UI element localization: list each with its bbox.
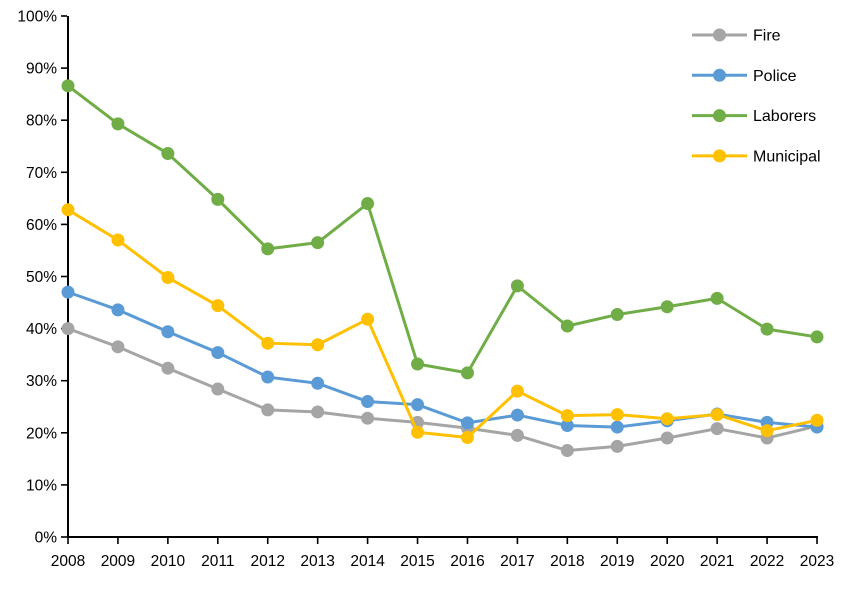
point-fire-2010: [161, 361, 175, 375]
point-laborers-2011: [211, 192, 225, 206]
point-municipal-2010: [161, 271, 175, 285]
point-municipal-2015: [411, 425, 425, 439]
x-tick-label: 2023: [800, 553, 834, 570]
y-tick-label: 0%: [35, 530, 58, 547]
point-laborers-2021: [710, 291, 724, 305]
point-fire-2019: [610, 439, 624, 453]
x-tick-label: 2014: [350, 553, 385, 570]
point-police-2009: [111, 303, 125, 317]
y-tick-label: 50%: [26, 269, 57, 286]
point-laborers-2014: [361, 197, 375, 211]
x-tick-label: 2013: [300, 553, 334, 570]
point-laborers-2009: [111, 117, 125, 131]
point-fire-2012: [261, 403, 275, 417]
point-fire-2020: [660, 431, 674, 445]
point-laborers-2018: [560, 319, 574, 333]
point-municipal-2023: [810, 413, 824, 427]
y-tick-label: 80%: [26, 113, 57, 130]
point-police-2016: [460, 416, 474, 430]
series-line-municipal: [66, 208, 819, 439]
point-police-2019: [610, 420, 624, 434]
point-fire-2013: [311, 405, 325, 419]
x-tick-label: 2011: [201, 553, 234, 570]
point-police-2017: [510, 408, 524, 422]
point-laborers-2022: [760, 322, 774, 336]
point-fire-2008: [61, 322, 75, 336]
y-tick-label: 40%: [26, 321, 57, 338]
point-police-2018: [560, 419, 574, 433]
y-tick-label: 60%: [26, 217, 57, 234]
point-municipal-2009: [111, 233, 125, 247]
point-police-2010: [161, 325, 175, 339]
x-tick-label: 2019: [600, 553, 634, 570]
point-municipal-2021: [710, 408, 724, 422]
point-fire-2009: [111, 340, 125, 354]
legend-marker-police: [713, 68, 726, 82]
series-line-police: [66, 290, 819, 429]
point-municipal-2018: [560, 409, 574, 423]
point-laborers-2015: [411, 357, 425, 371]
point-police-2014: [361, 395, 375, 409]
x-tick-label: 2015: [400, 553, 434, 570]
y-tick-label: 100%: [17, 9, 57, 26]
point-fire-2018: [560, 444, 574, 458]
point-police-2011: [211, 346, 225, 360]
point-municipal-2020: [660, 412, 674, 426]
legend-marker-fire: [713, 28, 726, 42]
y-tick-label: 10%: [26, 477, 57, 494]
y-tick-label: 30%: [26, 373, 57, 390]
point-municipal-2019: [610, 408, 624, 422]
x-tick-label: 2017: [500, 553, 534, 570]
legend-label-fire: Fire: [753, 28, 781, 45]
point-laborers-2020: [660, 300, 674, 314]
x-tick-label: 2020: [650, 553, 685, 570]
point-laborers-2013: [311, 236, 325, 250]
y-tick-label: 90%: [26, 61, 57, 78]
point-fire-2011: [211, 382, 225, 396]
point-police-2015: [411, 398, 425, 412]
point-police-2013: [311, 376, 325, 390]
x-tick-label: 2022: [750, 553, 784, 570]
point-fire-2017: [510, 428, 524, 442]
point-municipal-2008: [61, 203, 75, 217]
series-line-laborers: [66, 84, 819, 375]
x-tick-label: 2016: [450, 553, 484, 570]
legend-marker-laborers: [713, 109, 726, 123]
point-laborers-2012: [261, 242, 275, 256]
point-municipal-2013: [311, 338, 325, 352]
point-municipal-2014: [361, 312, 375, 326]
point-fire-2021: [710, 422, 724, 436]
x-tick-label: 2009: [101, 553, 135, 570]
x-tick-label: 2021: [700, 553, 734, 570]
legend-marker-municipal: [713, 149, 726, 163]
y-tick-label: 70%: [26, 165, 57, 182]
point-fire-2014: [361, 411, 375, 425]
point-municipal-2012: [261, 336, 275, 350]
x-tick-label: 2008: [51, 553, 85, 570]
point-municipal-2011: [211, 299, 225, 313]
legend-label-police: Police: [753, 68, 797, 85]
point-laborers-2023: [810, 330, 824, 344]
point-municipal-2016: [460, 430, 474, 444]
point-municipal-2022: [760, 424, 774, 438]
x-tick-label: 2018: [550, 553, 584, 570]
point-laborers-2016: [460, 366, 474, 380]
legend-label-laborers: Laborers: [753, 108, 816, 125]
series-line-fire: [66, 327, 819, 453]
y-tick-label: 20%: [26, 425, 57, 442]
point-police-2012: [261, 370, 275, 384]
point-police-2008: [61, 285, 75, 299]
x-tick-label: 2012: [250, 553, 284, 570]
point-laborers-2019: [610, 308, 624, 322]
point-laborers-2017: [510, 279, 524, 293]
legend-label-municipal: Municipal: [753, 148, 821, 165]
point-laborers-2010: [161, 147, 175, 161]
x-tick-label: 2010: [151, 553, 186, 570]
point-municipal-2017: [510, 384, 524, 398]
point-laborers-2008: [61, 79, 75, 93]
